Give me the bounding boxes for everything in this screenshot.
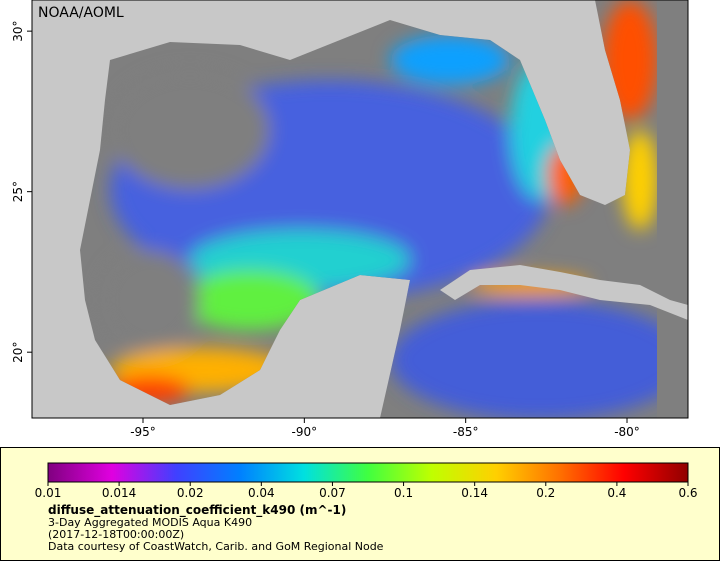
map-label: NOAA/AOML (38, 5, 124, 21)
y-tick-label: 20° (11, 342, 25, 363)
x-tick-label: -85° (453, 425, 479, 439)
k490-field (100, 0, 688, 418)
legend-variable: diffuse_attenuation_coefficient_k490 (m^… (48, 503, 346, 518)
colorbar-tick-label: 0.6 (678, 486, 697, 500)
colorbar-tick-label: 0.1 (394, 486, 413, 500)
legend-line: Data courtesy of CoastWatch, Carib. and … (48, 540, 384, 553)
colorbar-tick-label: 0.4 (607, 486, 626, 500)
colorbar-ramp (47, 462, 689, 483)
axes: -95° -90° -85° -80° 20° 25° 30° (11, 21, 640, 439)
x-tick-label: -80° (614, 425, 640, 439)
y-tick-label: 30° (11, 21, 25, 42)
colorbar-tick-label: 0.014 (102, 486, 136, 500)
colorbar-tick-label: 0.04 (248, 486, 275, 500)
colorbar-tick-label: 0.2 (536, 486, 555, 500)
colorbar-tick-label: 0.07 (319, 486, 346, 500)
colorbar-tick-label: 0.01 (35, 486, 62, 500)
colorbar-tick-label: 0.02 (177, 486, 204, 500)
map-frame (31, 0, 689, 419)
x-tick-label: -95° (130, 425, 156, 439)
y-tick-label: 25° (11, 181, 25, 202)
legend-line: 3-Day Aggregated MODIS Aqua K490 (48, 516, 252, 529)
x-tick-label: -90° (292, 425, 318, 439)
colorbar: 0.01 0.014 0.02 0.04 0.07 0.1 0.14 0.2 0.4 0.6 (35, 462, 698, 500)
cuba (440, 265, 688, 320)
colorbar-tick-label: 0.14 (461, 486, 488, 500)
legend-line: (2017-12-18T00:00:00Z) (48, 528, 184, 541)
